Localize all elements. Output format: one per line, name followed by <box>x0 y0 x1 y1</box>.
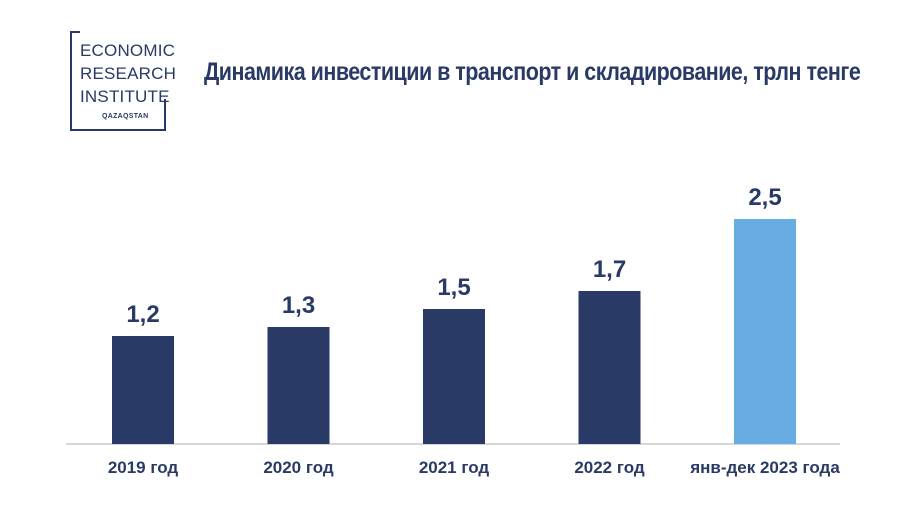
x-tick-label-1: 2019 год <box>108 458 179 477</box>
bar-2 <box>267 327 330 444</box>
bar-4 <box>578 291 641 444</box>
logo-line-2: RESEARCH <box>80 64 177 83</box>
x-tick-label-2: 2020 год <box>263 458 334 477</box>
data-label-2: 1,3 <box>282 292 315 319</box>
data-label-3: 1,5 <box>437 274 470 301</box>
logo-line-1: ECONOMIC <box>80 41 176 60</box>
economic-research-institute-logo: ECONOMIC RESEARCH INSTITUTE QAZAQSTAN <box>70 31 176 131</box>
x-tick-label-5: янв-дек 2023 года <box>689 458 840 477</box>
bar-1 <box>112 336 174 444</box>
data-label-1: 1,2 <box>126 301 159 328</box>
data-label-4: 1,7 <box>593 256 626 283</box>
bar-5 <box>734 219 796 444</box>
x-tick-label-4: 2022 год <box>574 458 645 477</box>
x-tick-label-3: 2021 год <box>419 458 490 477</box>
logo-subtitle: QAZAQSTAN <box>102 113 149 120</box>
data-label-5: 2,5 <box>748 184 781 211</box>
logo-line-3: INSTITUTE <box>80 87 170 106</box>
chart-title: Динамика инвестиции в транспорт и склади… <box>204 58 861 86</box>
bar-3 <box>423 309 485 444</box>
